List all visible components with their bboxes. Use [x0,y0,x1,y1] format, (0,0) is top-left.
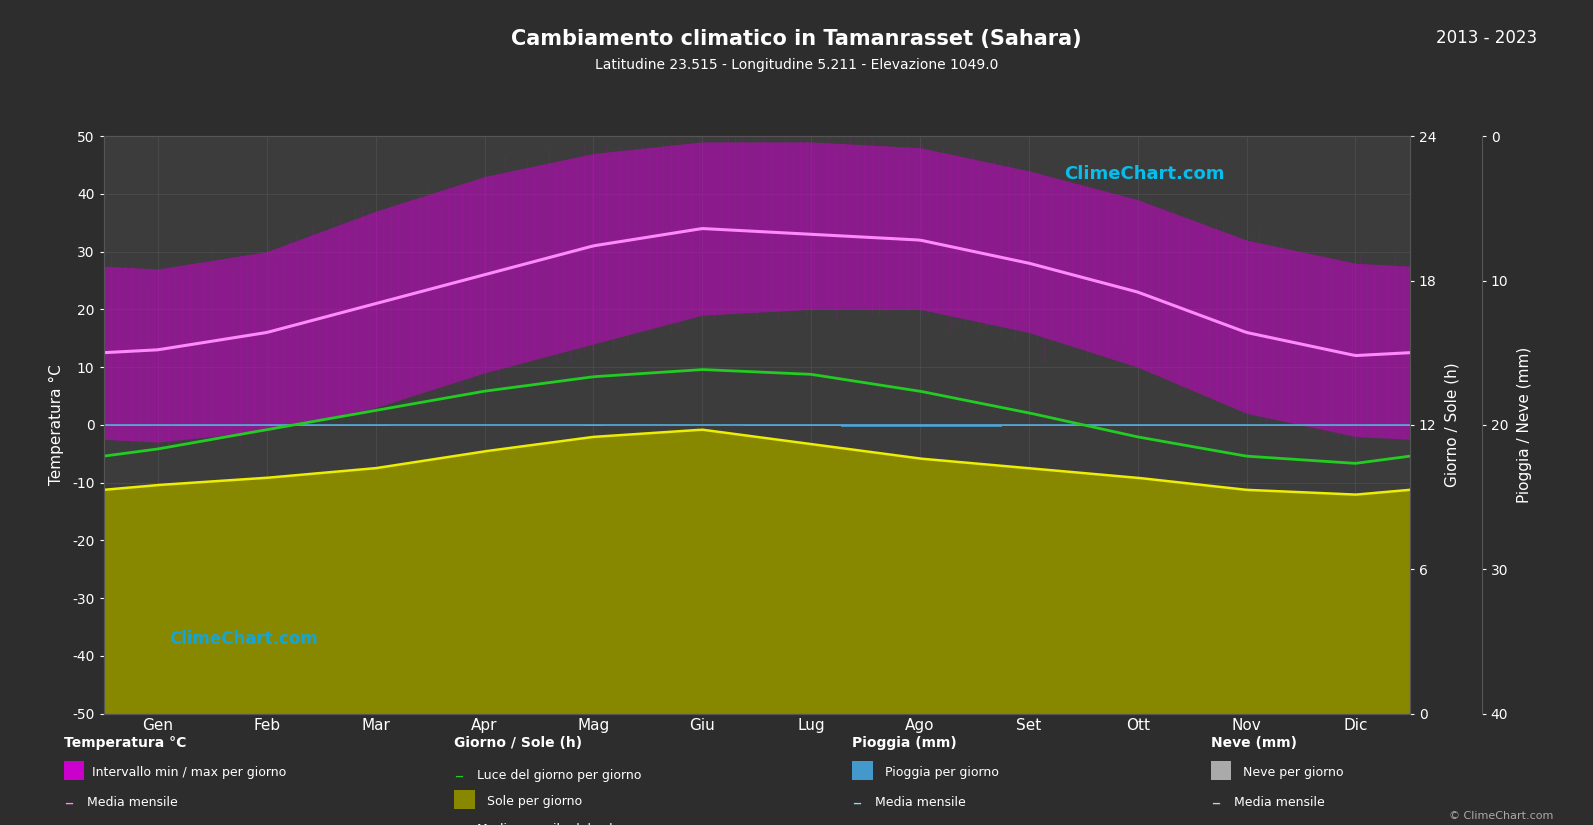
Text: ClimeChart.com: ClimeChart.com [169,630,317,648]
Bar [830,425,841,427]
Bar [938,425,949,427]
Text: Luce del giorno per giorno: Luce del giorno per giorno [473,769,642,782]
Text: Media mensile: Media mensile [871,796,965,809]
Bar [1013,425,1024,427]
Y-axis label: Pioggia / Neve (mm): Pioggia / Neve (mm) [1517,346,1531,503]
Bar [905,425,916,427]
Bar [884,425,895,427]
Bar [1035,425,1045,427]
Bar [1088,425,1099,426]
Bar [1099,425,1110,426]
Bar [992,425,1002,427]
Bar [787,425,798,426]
Y-axis label: Temperatura °C: Temperatura °C [49,365,64,485]
Bar [949,425,959,427]
Bar [916,425,927,427]
Bar [776,425,787,426]
Bar [981,425,992,427]
Bar [970,425,981,427]
Text: Pioggia per giorno: Pioggia per giorno [881,766,999,779]
Bar [1078,425,1088,426]
Text: © ClimeChart.com: © ClimeChart.com [1448,811,1553,821]
Text: –: – [852,794,862,812]
Bar [766,425,776,426]
Bar [1110,425,1121,426]
Text: Cambiamento climatico in Tamanrasset (Sahara): Cambiamento climatico in Tamanrasset (Sa… [511,29,1082,49]
Text: Pioggia (mm): Pioggia (mm) [852,736,957,750]
Bar [819,425,830,427]
Bar [1045,425,1056,427]
Bar [1024,425,1035,427]
Text: Media mensile: Media mensile [1230,796,1324,809]
Text: Neve per giorno: Neve per giorno [1239,766,1344,779]
Text: –: – [1211,794,1220,812]
Text: Neve (mm): Neve (mm) [1211,736,1297,750]
Bar [873,425,884,427]
Text: Latitudine 23.515 - Longitudine 5.211 - Elevazione 1049.0: Latitudine 23.515 - Longitudine 5.211 - … [594,58,999,72]
Bar [1056,425,1067,426]
Text: Media mensile del sole: Media mensile del sole [473,823,621,825]
Bar [809,425,819,427]
Text: –: – [64,794,73,812]
Y-axis label: Giorno / Sole (h): Giorno / Sole (h) [1445,362,1459,488]
Bar [1067,425,1078,426]
Text: –: – [454,766,464,785]
Bar [927,425,938,427]
Text: Intervallo min / max per giorno: Intervallo min / max per giorno [92,766,287,779]
Text: Giorno / Sole (h): Giorno / Sole (h) [454,736,581,750]
Bar [895,425,905,427]
Bar [959,425,970,427]
Bar [862,425,873,427]
Text: Media mensile: Media mensile [83,796,177,809]
Text: 2013 - 2023: 2013 - 2023 [1437,29,1537,47]
Text: –: – [454,820,464,825]
Text: ClimeChart.com: ClimeChart.com [1064,166,1223,183]
Bar [1002,425,1013,427]
Text: Temperatura °C: Temperatura °C [64,736,186,750]
Bar [841,425,852,427]
Bar [798,425,809,427]
Bar [852,425,862,427]
Text: Sole per giorno: Sole per giorno [483,794,581,808]
